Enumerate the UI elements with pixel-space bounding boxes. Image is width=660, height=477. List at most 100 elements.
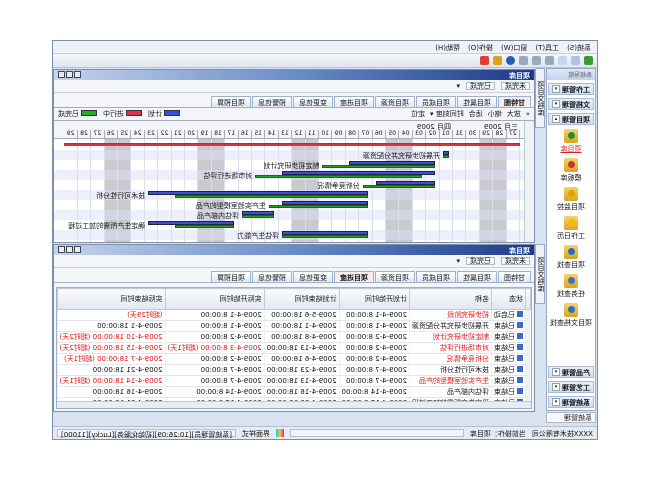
actual-bar[interactable] [241, 215, 275, 218]
close-button[interactable] [58, 71, 65, 78]
column-header[interactable]: 计划开始时间 [339, 288, 410, 310]
nav-bottom-button[interactable]: 系统管理 [546, 412, 596, 423]
menu-help[interactable]: 帮助(H) [435, 44, 460, 52]
nav-item[interactable]: 模板库 [547, 158, 595, 183]
nav-item[interactable]: 项目监控 [547, 187, 595, 212]
table-row[interactable]: 已结束 评估内部产品 2009-4-14 8:00:00 2009-4-16 18:0… [56, 386, 531, 398]
locate-button[interactable]: 定位 [410, 110, 425, 118]
fit-button[interactable]: 适合 [468, 110, 483, 118]
menu-operation[interactable]: 操作(O) [467, 44, 493, 52]
minimize-button[interactable] [74, 246, 81, 253]
toolbar-more[interactable]: ▾ [456, 257, 460, 265]
tab[interactable]: 项目属性 [457, 96, 497, 107]
vertical-tab-docs[interactable]: 项目文档库 [535, 68, 545, 128]
column-header[interactable]: 实际结束时间 [57, 288, 166, 310]
info-icon[interactable] [506, 56, 515, 65]
actual-bar[interactable] [282, 235, 369, 238]
nav-item[interactable]: 项目文档查找 [547, 303, 595, 328]
row-selector[interactable] [525, 364, 531, 376]
nav-group[interactable]: 文档管理 ▾ [548, 98, 594, 110]
row-selector[interactable] [525, 342, 531, 354]
tab[interactable]: 甘特图 [498, 271, 531, 282]
save-icon[interactable] [558, 56, 567, 65]
actual-bar[interactable] [362, 185, 436, 188]
tab[interactable]: 项目属性 [457, 271, 497, 282]
timescale-dropdown[interactable]: 时间刻度 ▾ [429, 110, 464, 118]
lock-icon[interactable] [493, 56, 502, 65]
report-icon[interactable] [545, 56, 554, 65]
nav-item[interactable]: 项目库 [547, 129, 595, 154]
summary-bar[interactable] [64, 143, 520, 146]
tab[interactable]: 甘特图 [498, 96, 531, 107]
tab[interactable]: 项目资源 [375, 96, 415, 107]
menu-tools[interactable]: 工具(T) [535, 44, 560, 52]
vertical-scrollbar[interactable] [524, 121, 534, 242]
globe-icon[interactable] [584, 56, 593, 65]
nav-group[interactable]: 项目管理 ▴ [548, 113, 594, 125]
tab[interactable]: 项目预算 [211, 271, 251, 282]
tab[interactable]: 项目成员 [416, 271, 456, 282]
horizontal-scrollbar[interactable] [57, 401, 531, 408]
tab[interactable]: 项目资源 [375, 271, 415, 282]
tab[interactable]: 预警信息 [252, 271, 292, 282]
column-header[interactable]: 实际开始时间 [165, 288, 265, 310]
row-selector[interactable] [525, 331, 531, 343]
row-selector[interactable] [525, 386, 531, 398]
nav-item[interactable]: 项目查找 [547, 245, 595, 270]
toolbar-more[interactable]: ▾ [456, 82, 460, 90]
unfinished-button[interactable]: 未完成 [501, 82, 530, 90]
finished-button[interactable]: 已完成 [466, 257, 495, 265]
actual-bar[interactable] [442, 155, 449, 158]
exit-icon[interactable] [480, 56, 489, 65]
menu-system[interactable]: 系统(S) [567, 44, 591, 52]
maximize-button[interactable] [66, 246, 73, 253]
table-row[interactable]: 已结束 生产实验室模型的产品 2009-4-7 8:00:00 2009-4-13 1… [56, 375, 531, 387]
collapse-button[interactable]: « [525, 110, 530, 118]
finished-button[interactable]: 已完成 [466, 82, 495, 90]
column-header[interactable]: 状态 [491, 288, 526, 310]
row-selector[interactable] [525, 375, 531, 387]
actual-bar[interactable] [322, 165, 436, 168]
table-row[interactable]: 已结束 对市场进行评估 2009-4-2 8:00:00 2009-4-13 18:0… [56, 342, 531, 354]
menu-window[interactable]: 窗口(W) [500, 44, 528, 52]
nav-group[interactable]: 工艺管理 ▾ [548, 381, 594, 393]
window-icon[interactable] [571, 56, 580, 65]
table-row[interactable]: 已结束 开展初步研究并分配资源 2009-4-1 8:00:00 2009-4-1 1… [56, 320, 531, 332]
tab[interactable]: 项目预算 [211, 96, 251, 107]
nav-item[interactable]: 任务查找 [547, 274, 595, 299]
table-row[interactable]: 已结束 制定初步研究计划 2009-4-2 8:00:00 2009-4-8 18:0… [56, 331, 531, 343]
tab[interactable]: 变更信息 [293, 271, 333, 282]
tab[interactable]: 项目进度 [334, 271, 374, 282]
report2-icon[interactable] [532, 56, 541, 65]
actual-bar[interactable] [268, 205, 369, 208]
actual-bar[interactable] [255, 175, 422, 178]
gantt-chart[interactable]: 三月 2009 四月 2009 27 28 29 30 31 01 02 03 04 05 06 07 08… [54, 120, 534, 242]
actual-bar[interactable] [174, 225, 235, 228]
vertical-tab-docs-lower[interactable]: 项目文档库 [535, 244, 545, 304]
tab[interactable]: 项目成员 [416, 96, 456, 107]
maximize-button[interactable] [66, 71, 73, 78]
zoom-out-button[interactable]: 缩小 [487, 110, 502, 118]
column-header[interactable]: 计划结束时间 [264, 288, 340, 310]
ui-style-menu[interactable]: 界面样式 [242, 430, 271, 438]
row-selector[interactable] [525, 309, 531, 321]
close-button[interactable] [58, 246, 65, 253]
report3-icon[interactable] [519, 56, 528, 65]
row-selector[interactable] [525, 353, 531, 365]
row-selector[interactable] [525, 320, 531, 332]
nav-item[interactable]: 工作日历 [547, 216, 595, 241]
column-header[interactable]: 预警 [56, 288, 58, 310]
table-row[interactable]: 已结束 技术可行性分析 2009-4-7 8:00:00 2009-4-23 18:0… [56, 364, 531, 376]
minimize-button[interactable] [74, 71, 81, 78]
tab[interactable]: 变更信息 [293, 96, 333, 107]
palette-icon[interactable] [276, 429, 285, 437]
table-row[interactable]: 已结束 分析竞争情况 2009-4-2 8:00:00 2009-4-6 18:00:… [56, 353, 531, 365]
actual-bar[interactable] [174, 195, 369, 198]
column-header[interactable]: 名称 [409, 288, 492, 310]
zoom-in-button[interactable]: 放大 [506, 110, 521, 118]
tab[interactable]: 预警信息 [252, 96, 292, 107]
nav-group[interactable]: 系统管理 ▾ [548, 396, 594, 408]
table-row[interactable]: 已启动 初步研究阶段 2009-4-1 8:00:00 2009-5-6 18:00:… [56, 309, 531, 321]
nav-group[interactable]: 工作管理 ▾ [548, 83, 594, 95]
tab[interactable]: 项目进度 [334, 96, 374, 107]
